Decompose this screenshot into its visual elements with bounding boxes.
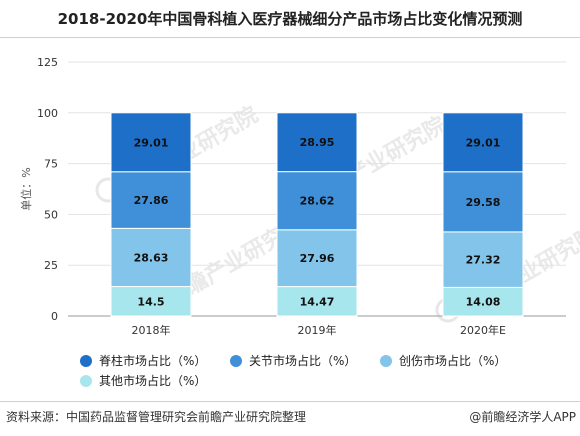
legend-item: 关节市场占比（%） bbox=[230, 352, 356, 369]
x-tick-label: 2018年 bbox=[132, 323, 171, 337]
data-label: 27.86 bbox=[134, 194, 169, 207]
footer-divider bbox=[0, 401, 580, 402]
stacked-bar-chart: 0 25 50 75 100 125 单位：% 14.5 28.63 27.86 29.01 2018… bbox=[19, 56, 566, 337]
data-label: 28.95 bbox=[300, 136, 335, 149]
data-label: 27.96 bbox=[300, 252, 335, 265]
bar-segment bbox=[276, 286, 358, 317]
chart-title: 2018-2020年中国骨科植入医疗器械细分产品市场占比变化情况预测 bbox=[57, 10, 523, 28]
y-tick-label: 50 bbox=[44, 208, 58, 221]
legend-swatch bbox=[80, 374, 92, 387]
x-tick-label: 2020年E bbox=[460, 323, 506, 337]
data-label: 28.63 bbox=[134, 251, 169, 264]
data-label: 29.58 bbox=[466, 196, 501, 209]
y-axis-label: 单位：% bbox=[19, 167, 33, 210]
legend-swatch bbox=[380, 354, 392, 367]
legend-label: 脊柱市场占比（%） bbox=[99, 354, 207, 368]
y-tick-label: 0 bbox=[51, 310, 58, 323]
legend-label: 创伤市场占比（%） bbox=[399, 354, 507, 368]
data-label: 27.32 bbox=[466, 254, 501, 267]
credit-note: @前瞻经济学人APP bbox=[469, 410, 576, 424]
bar-segment bbox=[276, 171, 358, 231]
y-tick-label: 25 bbox=[44, 259, 58, 272]
bar-segment bbox=[276, 229, 358, 288]
data-label: 29.01 bbox=[466, 136, 501, 149]
bar-segment bbox=[276, 112, 358, 173]
legend-item: 其他市场占比（%） bbox=[80, 372, 206, 389]
data-label: 14.47 bbox=[300, 295, 335, 308]
legend-swatch bbox=[80, 354, 92, 367]
data-label: 14.08 bbox=[466, 296, 501, 309]
legend-label: 其他市场占比（%） bbox=[99, 374, 207, 388]
legend-item: 脊柱市场占比（%） bbox=[80, 352, 206, 369]
data-label: 28.62 bbox=[300, 195, 335, 208]
source-note: 资料来源：中国药品监督管理研究会前瞻产业研究院整理 bbox=[6, 410, 307, 424]
legend-label: 关节市场占比（%） bbox=[249, 354, 357, 368]
bar-segment bbox=[442, 112, 524, 173]
title-divider bbox=[0, 37, 580, 38]
legend-swatch bbox=[230, 354, 242, 367]
data-label: 29.01 bbox=[134, 136, 169, 149]
x-tick-label: 2019年 bbox=[298, 323, 337, 337]
data-label: 14.5 bbox=[137, 295, 164, 308]
bar-segment bbox=[110, 112, 192, 173]
bar-segment bbox=[110, 286, 192, 317]
y-tick-label: 125 bbox=[37, 56, 58, 69]
y-tick-label: 100 bbox=[37, 107, 58, 120]
y-tick-label: 75 bbox=[44, 158, 58, 171]
bar-segment bbox=[442, 286, 524, 317]
legend-item: 创伤市场占比（%） bbox=[380, 352, 506, 369]
